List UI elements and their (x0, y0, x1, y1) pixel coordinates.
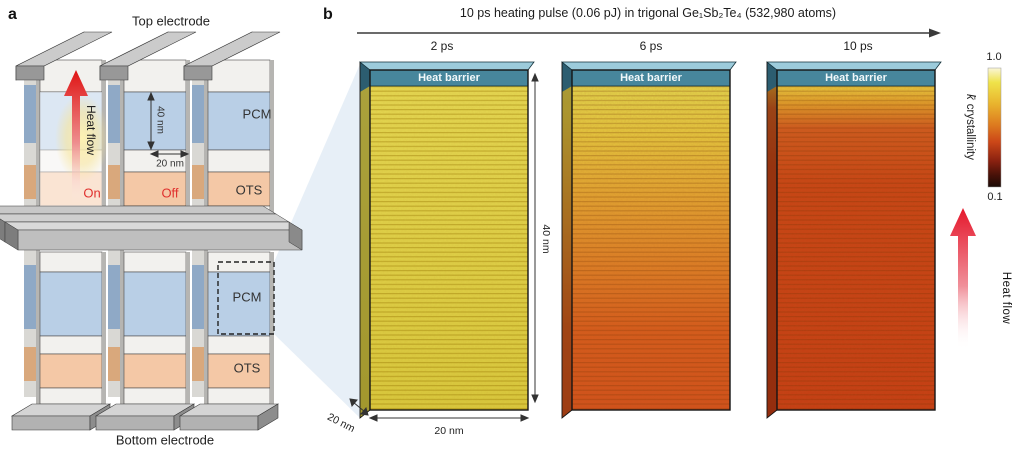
dimension-40nm-b (531, 72, 539, 404)
dimension-20nm-b (368, 414, 530, 422)
snapshot-2ps (358, 61, 535, 419)
middle-rails (0, 205, 303, 251)
heat-flow-arrow-b (950, 208, 976, 350)
ots-label-top: OTS (235, 182, 263, 198)
off-cell-label: Off (161, 185, 179, 201)
heat-barrier-label-3: Heat barrier (825, 72, 887, 84)
colorbar-max-label: 1.0 (986, 51, 1002, 63)
panel-b-title: 10 ps heating pulse (0.06 pJ) in trigona… (459, 6, 837, 20)
snapshot-6ps (560, 61, 737, 419)
dimension-20nm-a (149, 150, 190, 158)
colorbar-axis-label: k̄ crystallinity (964, 94, 976, 160)
ots-label-bottom: OTS (233, 360, 261, 376)
heat-barrier-label-2: Heat barrier (620, 72, 682, 84)
dim-40nm-label-b: 40 nm (540, 224, 552, 254)
magnifier-cone (274, 64, 360, 418)
panel-a-label: a (8, 6, 17, 23)
dimension-20nm-depth (349, 398, 369, 416)
on-cell-label: On (83, 185, 101, 201)
dimension-40nm-a (147, 91, 155, 151)
pcm-selection-box (217, 261, 275, 335)
heat-flow-arrow-a (64, 70, 88, 203)
time-label-10ps: 10 ps (843, 39, 873, 53)
top-electrode-label: Top electrode (131, 13, 211, 29)
heat-flow-label-b: Heat flow (1000, 271, 1012, 325)
heat-flow-label-a: Heat flow (84, 104, 98, 156)
time-label-2ps: 2 ps (430, 39, 454, 53)
dim-40nm-label-a: 40 nm (154, 106, 166, 134)
pcm-label-bottom: PCM (232, 289, 262, 305)
colorbar (987, 67, 1002, 188)
panel-a-stack (0, 31, 303, 431)
pcm-label-top: PCM (242, 106, 272, 122)
time-label-6ps: 6 ps (639, 39, 663, 53)
bottom-electrode-label: Bottom electrode (115, 432, 215, 448)
crystallinity-symbol: k̄ (964, 94, 976, 100)
dim-20nm-label-a: 20 nm (156, 158, 184, 170)
panel-b-label: b (323, 6, 333, 23)
snapshot-10ps (765, 61, 942, 419)
crystallinity-word: crystallinity (964, 103, 976, 160)
timeline-arrow (357, 28, 941, 38)
on-cell-glow (55, 94, 109, 182)
heat-barrier-label-1: Heat barrier (418, 72, 480, 84)
dim-20nm-label-b: 20 nm (434, 425, 464, 437)
colorbar-min-label: 0.1 (987, 191, 1003, 203)
